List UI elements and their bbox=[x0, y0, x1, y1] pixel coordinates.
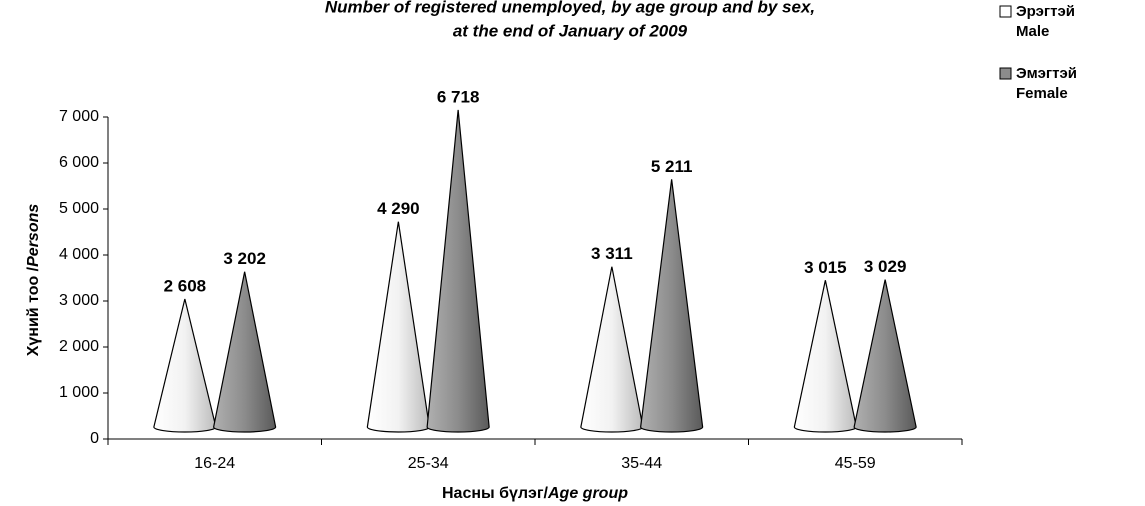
cone bbox=[793, 280, 857, 433]
y-tick-label: 0 bbox=[90, 430, 99, 447]
legend-label: Эрэгтэй bbox=[1016, 3, 1075, 20]
x-tick-label: 45-59 bbox=[835, 455, 876, 472]
y-tick-label: 1 000 bbox=[59, 384, 99, 401]
y-tick-label: 4 000 bbox=[59, 246, 99, 263]
x-axis-label-part: Насны бүлэг/ bbox=[442, 485, 549, 502]
x-axis-label-part: Age group bbox=[547, 485, 628, 502]
value-label: 2 608 bbox=[164, 277, 207, 296]
legend-swatch bbox=[999, 67, 1012, 80]
y-axis-label-part: Persons bbox=[25, 204, 42, 267]
x-tick-label: 25-34 bbox=[408, 455, 449, 472]
y-tick-label: 3 000 bbox=[59, 292, 99, 309]
value-label: 3 029 bbox=[864, 257, 907, 276]
value-label: 3 015 bbox=[804, 258, 847, 277]
legend-label: Female bbox=[1016, 85, 1068, 102]
value-label: 6 718 bbox=[437, 87, 480, 106]
y-tick-label: 6 000 bbox=[59, 154, 99, 171]
chart-title: Number of registered unemployed, by age … bbox=[325, 0, 815, 16]
value-label: 4 290 bbox=[377, 199, 420, 218]
y-axis-label-part: Хүний тоо / bbox=[25, 266, 42, 356]
cone bbox=[153, 298, 217, 433]
legend-label: Эмэгтэй bbox=[1016, 65, 1077, 82]
x-axis-label: Насны бүлэг/Age group bbox=[442, 485, 628, 502]
cone bbox=[213, 271, 277, 433]
value-label: 3 202 bbox=[223, 249, 266, 268]
cone bbox=[640, 179, 704, 433]
cone bbox=[580, 266, 644, 433]
y-tick-label: 5 000 bbox=[59, 200, 99, 217]
cone bbox=[426, 109, 490, 433]
cone bbox=[366, 221, 430, 433]
x-tick-label: 16-24 bbox=[194, 455, 235, 472]
x-tick-label: 35-44 bbox=[621, 455, 662, 472]
legend-swatch bbox=[999, 5, 1012, 18]
y-tick-label: 2 000 bbox=[59, 338, 99, 355]
value-label: 5 211 bbox=[651, 157, 693, 176]
y-tick-label: 7 000 bbox=[59, 108, 99, 125]
y-axis-label: Хүний тоо /Persons bbox=[25, 204, 42, 357]
cone bbox=[853, 279, 917, 433]
legend-label: Male bbox=[1016, 23, 1049, 40]
chart-title: at the end of January of 2009 bbox=[453, 21, 688, 40]
value-label: 3 311 bbox=[591, 244, 633, 263]
